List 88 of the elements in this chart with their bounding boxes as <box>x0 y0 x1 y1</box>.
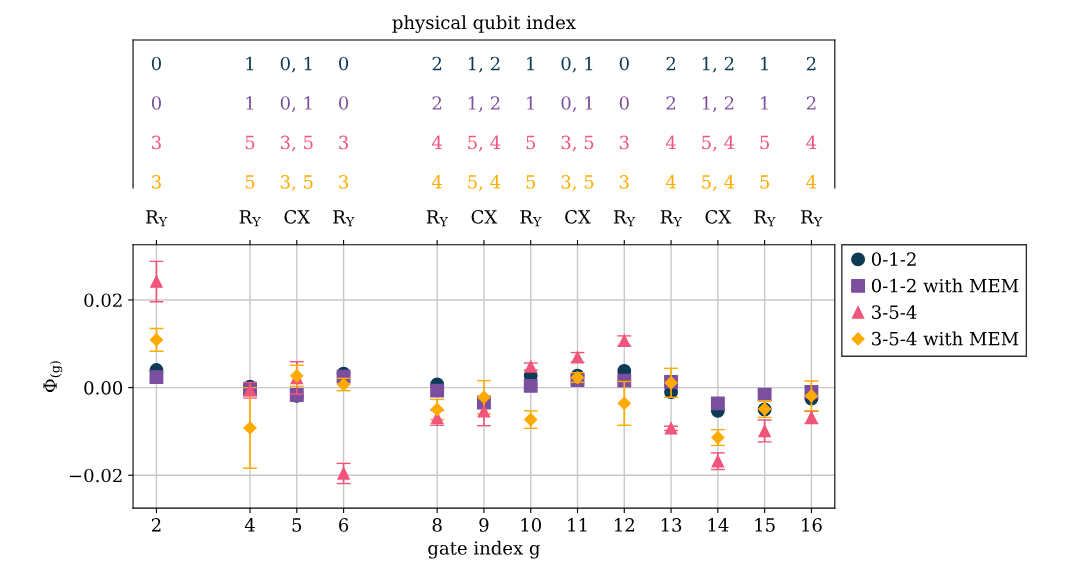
text: 1 <box>761 96 768 110</box>
y-tick-label: 0.02 <box>84 293 122 308</box>
legend-label: 0-1-2 <box>871 252 916 266</box>
text: R$_{Y}$ <box>333 210 355 227</box>
legend-label: 3-5-4 with MEM <box>872 331 1019 346</box>
text: 1 <box>246 56 254 71</box>
x-tick-label: 12 <box>615 518 634 532</box>
text: 1 <box>527 96 534 110</box>
text: R$_{Y}$ <box>426 210 448 227</box>
text: 1, 2 <box>702 56 734 73</box>
text: CX <box>471 210 498 224</box>
text: 3 <box>152 175 161 189</box>
legend-label: 0-1-2 with MEM <box>871 278 1019 293</box>
text: CX <box>705 210 732 224</box>
text: R$_{Y}$ <box>613 210 636 227</box>
text: 1, 2 <box>468 96 500 113</box>
text: 2 <box>432 56 442 71</box>
text: R$_{Y}$ <box>660 210 682 227</box>
x-tick-label: 8 <box>432 518 442 532</box>
x-axis-title: gate index g <box>428 540 540 559</box>
text: 2 <box>806 56 816 71</box>
x-tick-label: 15 <box>755 518 775 532</box>
x-tick-label: 5 <box>292 518 302 532</box>
text: 5, 4 <box>702 175 735 191</box>
y-tick-label: 0.00 <box>84 381 123 395</box>
text: 4 <box>665 175 676 189</box>
text: 0, 1 <box>280 56 312 73</box>
chart-title: physical qubit index <box>392 15 576 33</box>
text: 5, 4 <box>468 175 501 191</box>
text: 2 <box>666 56 676 71</box>
text: 2 <box>666 96 676 110</box>
x-tick-label: 14 <box>708 518 729 532</box>
text: 0, 1 <box>280 96 312 113</box>
text: 5 <box>760 135 769 150</box>
text: 5 <box>245 135 255 150</box>
text: 1 <box>527 56 534 71</box>
text: R$_{Y}$ <box>801 210 823 227</box>
text: 1 <box>761 56 768 71</box>
text: 3 <box>152 135 161 150</box>
text: 3 <box>619 175 629 189</box>
x-tick-label: 6 <box>339 518 349 532</box>
text: 3, 5 <box>561 135 594 152</box>
text: R$_{Y}$ <box>146 210 168 227</box>
text: 0 <box>151 56 161 71</box>
text: 0 <box>339 96 349 110</box>
text: 5, 4 <box>468 135 501 152</box>
text: 4 <box>665 135 676 150</box>
text: 5, 4 <box>702 135 735 152</box>
text: 5 <box>245 175 255 189</box>
text: 1 <box>246 96 254 110</box>
x-tick-label: 10 <box>521 518 542 532</box>
text: CX <box>284 210 311 224</box>
text: 3 <box>339 135 348 150</box>
text: 0, 1 <box>561 96 593 113</box>
x-tick-label: 13 <box>661 518 682 532</box>
text: CX <box>565 210 591 224</box>
text: 3 <box>619 135 629 150</box>
text: 0 <box>619 96 629 110</box>
text: 5 <box>526 135 536 150</box>
text: 1, 2 <box>702 96 734 113</box>
text: 3, 5 <box>280 135 313 152</box>
text: 4 <box>806 175 817 189</box>
text: 4 <box>806 135 817 150</box>
x-tick-label: 2 <box>151 518 161 532</box>
text: 3 <box>339 175 348 189</box>
text: R$_{Y}$ <box>754 210 776 227</box>
text: 2 <box>806 96 816 110</box>
text: 0 <box>619 56 629 71</box>
text: 5 <box>760 175 769 189</box>
text: 0 <box>339 56 349 71</box>
x-tick-label: 9 <box>479 518 489 532</box>
text: 4 <box>431 175 442 189</box>
text: 3, 5 <box>280 175 313 191</box>
legend-label: 3-5-4 <box>872 305 917 319</box>
text: 2 <box>432 96 442 110</box>
text: 3, 5 <box>561 175 594 191</box>
text: R$_{Y}$ <box>239 210 261 227</box>
text: R$_{Y}$ <box>520 210 542 227</box>
text: 4 <box>431 135 442 150</box>
text: 0, 1 <box>561 56 593 73</box>
text: 1, 2 <box>468 56 500 73</box>
x-tick-label: 16 <box>802 518 822 532</box>
x-tick-label: 11 <box>568 518 587 532</box>
y-tick-label: −0.02 <box>69 468 122 483</box>
y-axis-title: Φ$_{(g)}$ <box>43 361 63 393</box>
x-tick-label: 4 <box>244 518 255 532</box>
text: 5 <box>526 175 536 189</box>
text: 0 <box>151 96 161 110</box>
